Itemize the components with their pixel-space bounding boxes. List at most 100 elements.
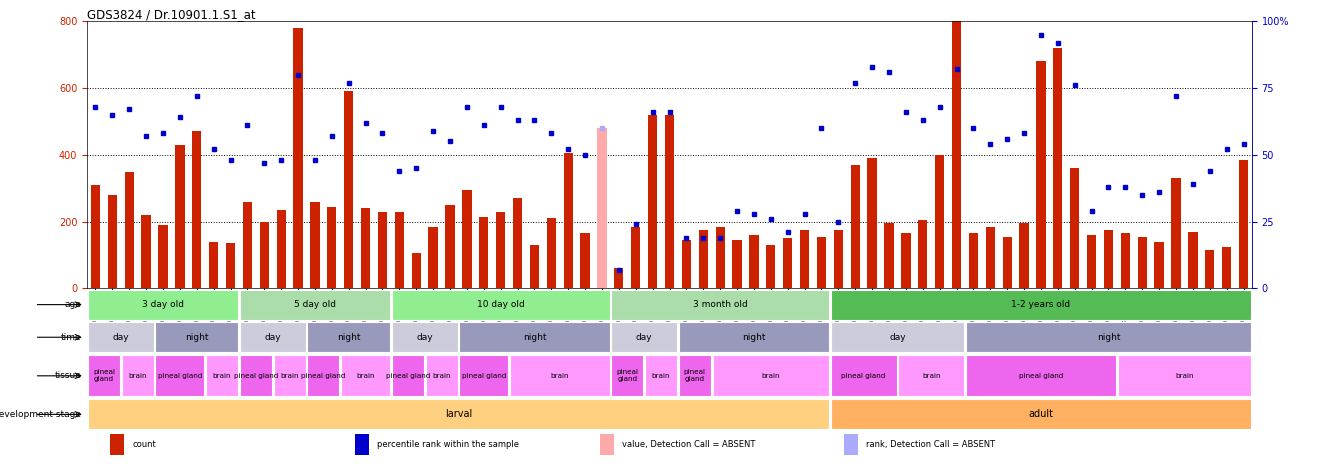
- Bar: [530, 245, 540, 288]
- Bar: [513, 198, 522, 288]
- Bar: [362, 208, 371, 288]
- Text: brain: brain: [280, 373, 299, 379]
- Bar: [1172, 178, 1181, 288]
- Bar: [580, 233, 589, 288]
- Text: pineal gland: pineal gland: [841, 373, 886, 379]
- Bar: [293, 28, 303, 288]
- Bar: [428, 227, 438, 288]
- Bar: [850, 165, 860, 288]
- Bar: [1121, 233, 1130, 288]
- Text: pineal
gland: pineal gland: [92, 369, 115, 383]
- Text: percentile rank within the sample: percentile rank within the sample: [378, 440, 520, 449]
- Bar: [242, 201, 252, 288]
- Text: brain: brain: [923, 373, 940, 379]
- Bar: [564, 153, 573, 288]
- Text: brain: brain: [652, 373, 671, 379]
- Bar: [495, 211, 505, 288]
- Bar: [1118, 356, 1251, 396]
- Bar: [612, 322, 678, 352]
- Bar: [830, 290, 1251, 319]
- Text: brain: brain: [129, 373, 147, 379]
- Bar: [426, 356, 458, 396]
- Text: pineal gland: pineal gland: [301, 373, 345, 379]
- Bar: [631, 227, 640, 288]
- Bar: [155, 322, 238, 352]
- Bar: [110, 434, 125, 455]
- Bar: [88, 322, 154, 352]
- Text: value, Detection Call = ABSENT: value, Detection Call = ABSENT: [621, 440, 755, 449]
- Text: development stage: development stage: [0, 410, 82, 419]
- Bar: [965, 356, 1117, 396]
- Bar: [240, 356, 272, 396]
- Text: 5 day old: 5 day old: [295, 300, 336, 309]
- Bar: [209, 242, 218, 288]
- Bar: [986, 227, 995, 288]
- Bar: [952, 3, 961, 288]
- Bar: [1188, 232, 1197, 288]
- Text: night: night: [1097, 333, 1121, 342]
- Bar: [1138, 237, 1148, 288]
- Bar: [392, 356, 424, 396]
- Bar: [715, 227, 724, 288]
- Text: night: night: [522, 333, 546, 342]
- Text: day: day: [889, 333, 905, 342]
- Text: pineal gland: pineal gland: [462, 373, 506, 379]
- Text: day: day: [416, 333, 432, 342]
- Bar: [1087, 235, 1097, 288]
- Bar: [122, 356, 154, 396]
- Bar: [645, 356, 678, 396]
- Bar: [1070, 168, 1079, 288]
- Bar: [308, 322, 390, 352]
- Text: night: night: [742, 333, 766, 342]
- Text: pineal gland: pineal gland: [158, 373, 202, 379]
- Text: 3 month old: 3 month old: [692, 300, 747, 309]
- Bar: [446, 205, 455, 288]
- Text: pineal gland: pineal gland: [386, 373, 430, 379]
- Text: day: day: [636, 333, 652, 342]
- Text: pineal gland: pineal gland: [1019, 373, 1063, 379]
- Bar: [919, 220, 928, 288]
- Bar: [411, 253, 420, 288]
- Text: brain: brain: [550, 373, 569, 379]
- Bar: [459, 356, 509, 396]
- Bar: [155, 356, 205, 396]
- Bar: [1239, 160, 1248, 288]
- Bar: [600, 434, 613, 455]
- Bar: [1103, 230, 1113, 288]
- Text: brain: brain: [1176, 373, 1193, 379]
- Text: brain: brain: [432, 373, 451, 379]
- Bar: [191, 131, 201, 288]
- Bar: [240, 322, 305, 352]
- Bar: [327, 207, 336, 288]
- Bar: [392, 322, 458, 352]
- Bar: [679, 322, 829, 352]
- Bar: [712, 356, 829, 396]
- Bar: [479, 217, 489, 288]
- Bar: [665, 115, 674, 288]
- Bar: [965, 322, 1251, 352]
- Text: rank, Detection Call = ABSENT: rank, Detection Call = ABSENT: [866, 440, 995, 449]
- Text: pineal
gland: pineal gland: [684, 369, 706, 383]
- Bar: [612, 290, 829, 319]
- Bar: [699, 230, 708, 288]
- Bar: [648, 115, 657, 288]
- Bar: [260, 221, 269, 288]
- Bar: [817, 237, 826, 288]
- Text: age: age: [64, 300, 82, 309]
- Text: day: day: [264, 333, 281, 342]
- Bar: [783, 238, 793, 288]
- Text: night: night: [337, 333, 360, 342]
- Bar: [175, 145, 185, 288]
- Bar: [311, 201, 320, 288]
- Bar: [273, 356, 305, 396]
- Bar: [615, 268, 624, 288]
- Bar: [158, 225, 167, 288]
- Bar: [597, 128, 607, 288]
- Bar: [799, 230, 809, 288]
- Bar: [935, 155, 944, 288]
- Bar: [355, 434, 370, 455]
- Bar: [679, 356, 711, 396]
- Bar: [766, 245, 775, 288]
- Text: time: time: [60, 333, 82, 342]
- Bar: [844, 434, 858, 455]
